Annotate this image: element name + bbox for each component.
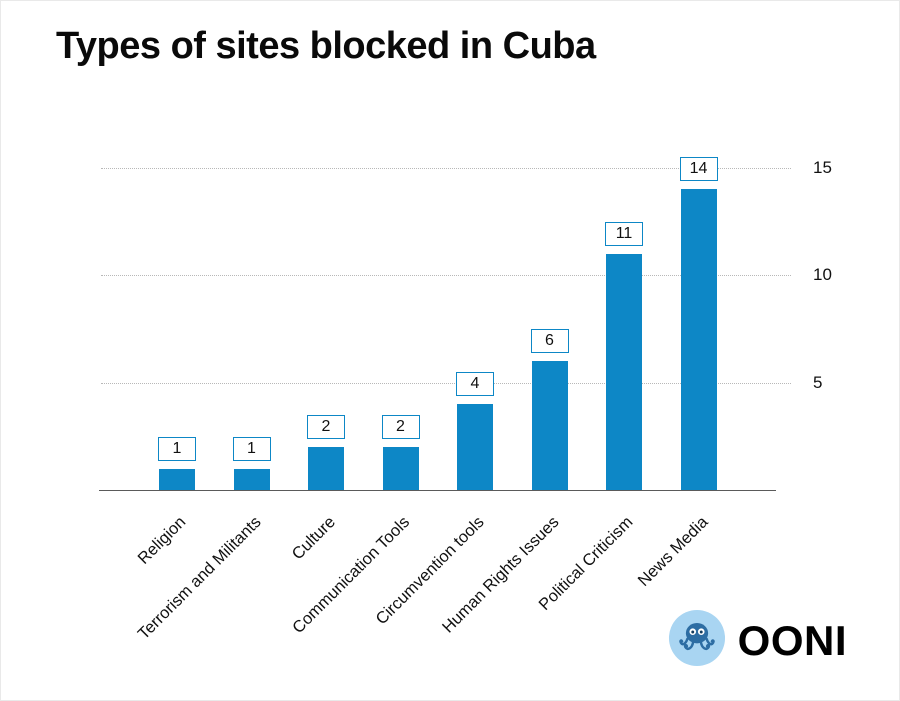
x-category-label: News Media xyxy=(634,513,712,590)
bar-value-label: 1 xyxy=(232,436,271,461)
x-category-label: Culture xyxy=(288,513,339,564)
ooni-logo: OONI xyxy=(668,609,847,672)
x-category-label: Religion xyxy=(134,513,190,568)
gridline xyxy=(101,382,791,384)
bar-value-label: 11 xyxy=(605,221,643,246)
bar-value-label: 14 xyxy=(679,157,718,181)
bar xyxy=(606,253,642,490)
y-axis-tick-labels: 5 10 15 xyxy=(813,141,873,491)
x-axis-line xyxy=(99,490,776,491)
bar-value-label: 1 xyxy=(158,436,196,461)
bar xyxy=(159,468,195,490)
chart-title: Types of sites blocked in Cuba xyxy=(56,25,596,67)
octopus-icon xyxy=(668,609,726,672)
octopus-glyph xyxy=(678,623,715,651)
bar-value-label: 4 xyxy=(456,372,494,396)
y-tick-label: 5 xyxy=(813,372,823,392)
y-tick-label: 10 xyxy=(813,265,832,284)
gridline xyxy=(101,167,791,169)
bar-value-label: 2 xyxy=(307,415,345,439)
logo-wordmark: OONI xyxy=(737,616,847,664)
gridline xyxy=(101,275,791,276)
bar xyxy=(531,361,568,490)
bar-value-label: 6 xyxy=(530,329,569,353)
x-category-label: Terrorism and Militants xyxy=(134,513,265,644)
bar xyxy=(457,404,493,490)
plot-area: 1 1 2 2 4 6 11 14 xyxy=(99,141,791,491)
y-tick-label: 15 xyxy=(813,157,832,177)
bar-value-label: 2 xyxy=(381,415,420,439)
bar xyxy=(680,189,717,490)
bar xyxy=(233,468,270,490)
bar xyxy=(382,447,419,490)
bar xyxy=(308,447,344,490)
